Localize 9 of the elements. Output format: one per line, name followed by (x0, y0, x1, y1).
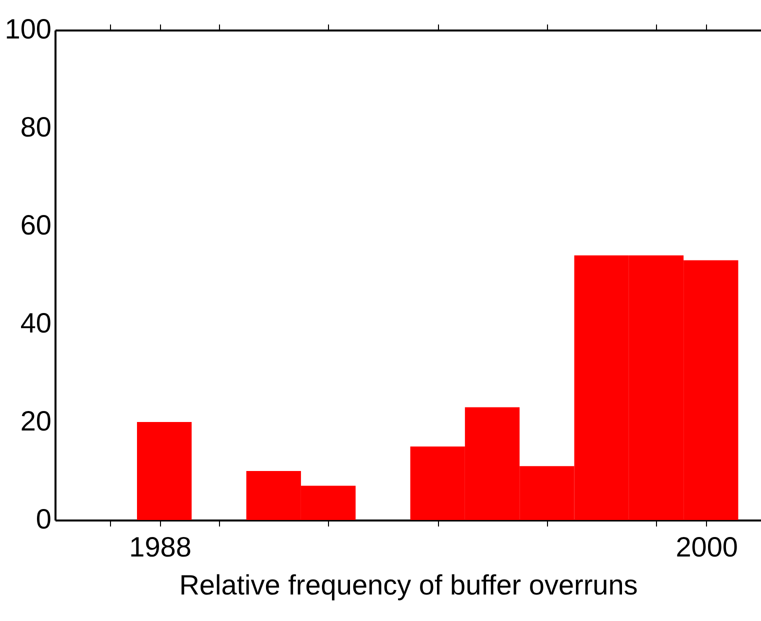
y-tick-label: 40 (20, 308, 52, 338)
x-tick-label: 2000 (676, 532, 738, 562)
x-axis-title: Relative frequency of buffer overruns (179, 570, 638, 600)
y-tick-label: 100 (4, 14, 52, 44)
x-tick-label: 1988 (129, 532, 192, 562)
y-tick-label: 20 (20, 406, 52, 436)
y-tick-label: 60 (20, 210, 52, 240)
y-tick-label: 80 (20, 112, 52, 142)
y-tick-label: 0 (36, 504, 52, 534)
